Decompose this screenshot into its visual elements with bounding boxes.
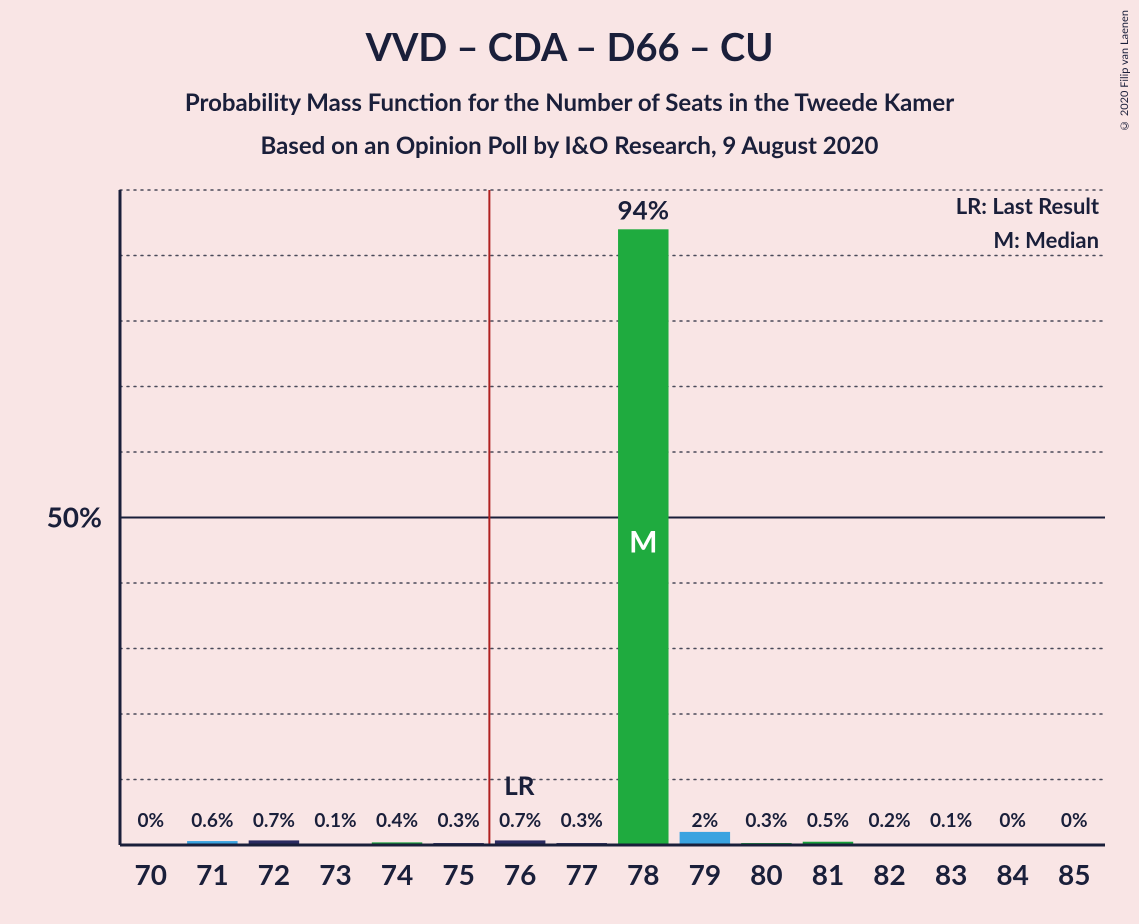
median-label: M <box>629 524 657 560</box>
bar <box>249 840 299 845</box>
bar <box>495 840 545 845</box>
copyright-notice: © 2020 Filip van Laenen <box>1118 10 1131 132</box>
bar-value-label: 0.1% <box>930 809 972 832</box>
x-tick-label: 81 <box>812 857 844 891</box>
bar-value-label: 0.1% <box>314 809 356 832</box>
bar <box>433 843 483 845</box>
x-tick-label: 72 <box>258 857 290 891</box>
bar-value-label: 0.7% <box>253 809 295 832</box>
bar <box>741 843 791 845</box>
lr-label: LR <box>504 769 535 801</box>
x-tick-label: 85 <box>1058 857 1090 891</box>
x-tick-label: 71 <box>196 857 228 891</box>
bar-value-label: 0.3% <box>745 809 787 832</box>
y-axis-label: 50% <box>47 500 102 534</box>
bar-value-label: 0% <box>137 809 164 832</box>
x-tick-label: 83 <box>935 857 967 891</box>
bar <box>187 841 237 845</box>
bar-value-label: 0.5% <box>807 809 849 832</box>
bar-value-label: 0.7% <box>499 809 541 832</box>
bar-value-label: 0% <box>999 809 1026 832</box>
bar-value-label: 94% <box>618 193 669 225</box>
bar-value-label: 0.6% <box>191 809 233 832</box>
x-tick-label: 70 <box>135 857 167 891</box>
bar-value-label: 0% <box>1061 809 1088 832</box>
bar-value-label: 0.4% <box>376 809 418 832</box>
x-tick-label: 76 <box>504 857 536 891</box>
bar <box>864 844 914 845</box>
bar-value-label: 2% <box>692 809 719 832</box>
bar <box>803 842 853 845</box>
bar <box>310 844 360 845</box>
chart-subtitle-2: Based on an Opinion Poll by I&O Research… <box>0 131 1139 160</box>
bar <box>618 229 668 845</box>
bar <box>372 842 422 845</box>
x-tick-label: 75 <box>442 857 474 891</box>
x-tick-label: 78 <box>627 857 659 891</box>
bar-value-label: 0.3% <box>438 809 480 832</box>
x-tick-label: 79 <box>689 857 721 891</box>
legend-median: M: Median <box>993 226 1099 253</box>
x-tick-label: 77 <box>565 857 597 891</box>
bar <box>926 844 976 845</box>
bar <box>556 843 606 845</box>
x-tick-label: 84 <box>996 857 1028 891</box>
x-tick-label: 74 <box>381 857 413 891</box>
x-tick-label: 73 <box>319 857 351 891</box>
x-tick-label: 80 <box>750 857 782 891</box>
chart-title: VVD – CDA – D66 – CU <box>0 0 1139 70</box>
chart-subtitle-1: Probability Mass Function for the Number… <box>0 88 1139 117</box>
x-tick-label: 82 <box>873 857 905 891</box>
bar <box>680 832 730 845</box>
bar-value-label: 0.3% <box>561 809 603 832</box>
legend-lr: LR: Last Result <box>956 192 1100 219</box>
bar-value-label: 0.2% <box>868 809 910 832</box>
